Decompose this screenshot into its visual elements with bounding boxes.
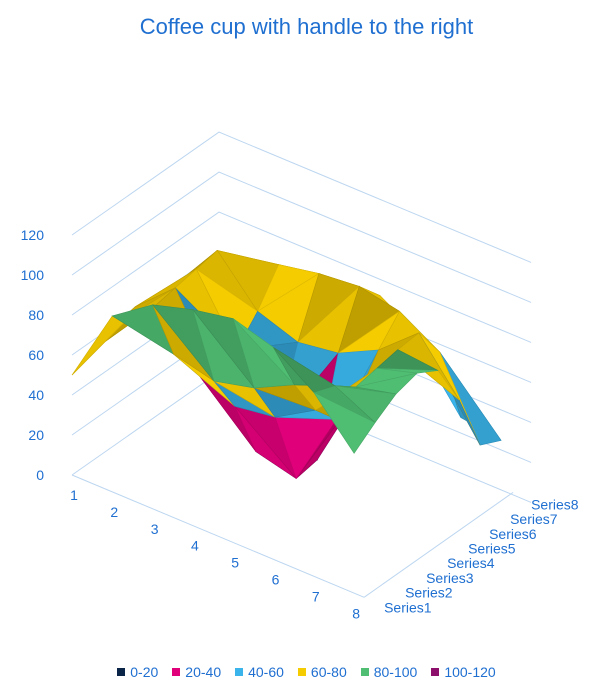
z-tick-label: 120 (21, 227, 45, 243)
legend-swatch (297, 668, 306, 676)
series-label: Series2 (405, 585, 453, 601)
legend-swatch (172, 668, 181, 676)
legend-swatch (117, 668, 126, 676)
series-label: Series5 (468, 541, 516, 557)
z-tick-label: 60 (28, 347, 44, 363)
legend-item: 20-40 (172, 664, 221, 680)
x-tick-label: 7 (312, 588, 320, 604)
z-tick-label: 0 (36, 467, 44, 483)
series-label: Series7 (510, 511, 558, 527)
z-tick-label: 100 (21, 267, 45, 283)
x-axis-line (71, 474, 365, 598)
z-tick-label: 80 (28, 307, 44, 323)
x-tick-label: 4 (191, 538, 199, 554)
x-tick-label: 5 (231, 555, 239, 571)
gridline (71, 211, 532, 343)
legend-label: 100-120 (444, 664, 496, 680)
legend-label: 60-80 (310, 664, 347, 680)
legend-swatch (431, 668, 440, 676)
legend-item: 0-20 (117, 664, 158, 680)
z-tick-label: 40 (28, 387, 44, 403)
legend-swatch (360, 668, 369, 676)
legend-item: 60-80 (297, 664, 347, 680)
legend-label: 80-100 (373, 664, 418, 680)
legend-label: 40-60 (248, 664, 284, 680)
legend-label: 0-20 (130, 664, 159, 680)
legend: 0-20 20-40 40-60 60-80 80-100 100-120 (0, 664, 613, 680)
gridline (71, 171, 532, 303)
series-label: Series8 (531, 496, 579, 512)
series-label: Series6 (489, 526, 537, 542)
legend-swatch (235, 668, 244, 676)
surface-facet (312, 391, 376, 454)
series-label: Series1 (384, 599, 432, 615)
legend-label: 20-40 (185, 664, 222, 680)
x-tick-label: 8 (352, 605, 360, 621)
x-tick-label: 2 (110, 504, 118, 520)
series-axis-line (363, 491, 514, 598)
x-tick-label: 1 (70, 487, 78, 503)
legend-item: 80-100 (360, 664, 418, 680)
series-label: Series3 (426, 570, 474, 586)
x-tick-label: 3 (151, 521, 159, 537)
legend-item: 100-120 (431, 664, 496, 680)
legend-item: 40-60 (235, 664, 284, 680)
series-label: Series4 (447, 555, 495, 571)
gridline (71, 131, 532, 263)
z-tick-label: 20 (28, 427, 44, 443)
chart-title: Coffee cup with handle to the right (139, 14, 474, 39)
x-tick-label: 6 (272, 572, 280, 588)
